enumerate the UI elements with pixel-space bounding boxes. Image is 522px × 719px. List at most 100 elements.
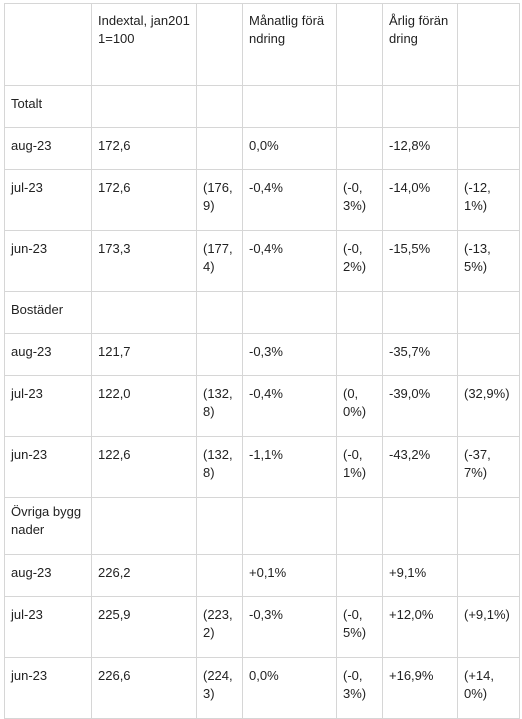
table-cell: 173,3 bbox=[91, 230, 197, 292]
table-cell: -0,4% bbox=[242, 375, 337, 437]
table-cell bbox=[457, 127, 520, 170]
table-row: jul-23 172,6 (176,9) -0,4% (-0,3%) -14,0% (-12… bbox=[4, 169, 520, 231]
empty-cell bbox=[242, 85, 337, 128]
table-cell: 122,6 bbox=[91, 436, 197, 498]
empty-cell bbox=[242, 291, 337, 334]
table-cell: 122,0 bbox=[91, 375, 197, 437]
empty-cell bbox=[91, 291, 197, 334]
row-period-cell: jun-23 bbox=[4, 436, 92, 498]
empty-cell bbox=[457, 291, 520, 334]
table-row: jun-23 122,6 (132,8) -1,1% (-0,1%) -43,2% (-37… bbox=[4, 436, 520, 498]
empty-cell bbox=[457, 497, 520, 555]
header-cell-empty bbox=[4, 3, 92, 86]
section-header-row: Totalt bbox=[4, 85, 520, 128]
header-cell-index: Indextal, jan2011=100 bbox=[91, 3, 197, 86]
empty-cell bbox=[242, 497, 337, 555]
table-cell: -15,5% bbox=[382, 230, 458, 292]
table-cell: (-13,5%) bbox=[457, 230, 520, 292]
empty-cell bbox=[382, 497, 458, 555]
table-cell bbox=[196, 333, 243, 376]
header-cell-monthly-prev bbox=[336, 3, 383, 86]
table-cell: 225,9 bbox=[91, 596, 197, 658]
table-cell: (-12,1%) bbox=[457, 169, 520, 231]
empty-cell bbox=[382, 291, 458, 334]
table-cell: +16,9% bbox=[382, 657, 458, 719]
table-cell: 226,2 bbox=[91, 554, 197, 597]
table-cell: (-37,7%) bbox=[457, 436, 520, 498]
header-cell-annual-change: Årlig förändring bbox=[382, 3, 458, 86]
empty-cell bbox=[457, 85, 520, 128]
empty-cell bbox=[196, 291, 243, 334]
table-cell bbox=[336, 333, 383, 376]
row-period-cell: aug-23 bbox=[4, 333, 92, 376]
table-cell: 172,6 bbox=[91, 169, 197, 231]
table-cell bbox=[196, 554, 243, 597]
table-row: jul-23 122,0 (132,8) -0,4% (0,0%) -39,0% (32,9… bbox=[4, 375, 520, 437]
section-title: Övriga byggnader bbox=[4, 497, 92, 555]
table-cell bbox=[196, 127, 243, 170]
table-row: aug-23 226,2 +0,1% +9,1% bbox=[4, 554, 520, 597]
empty-cell bbox=[196, 85, 243, 128]
table-cell: 0,0% bbox=[242, 657, 337, 719]
row-period-cell: jul-23 bbox=[4, 169, 92, 231]
table-cell: 0,0% bbox=[242, 127, 337, 170]
table-cell: -43,2% bbox=[382, 436, 458, 498]
table-cell bbox=[336, 127, 383, 170]
table-cell: (+14,0%) bbox=[457, 657, 520, 719]
table-cell: (132,8) bbox=[196, 375, 243, 437]
header-row: Indextal, jan2011=100 Månatlig förändrin… bbox=[4, 3, 520, 86]
empty-cell bbox=[91, 497, 197, 555]
empty-cell bbox=[336, 85, 383, 128]
empty-cell bbox=[91, 85, 197, 128]
table-row: jul-23 225,9 (223,2) -0,3% (-0,5%) +12,0% (+9,… bbox=[4, 596, 520, 658]
table-cell: +12,0% bbox=[382, 596, 458, 658]
price-index-table: Indextal, jan2011=100 Månatlig förändrin… bbox=[4, 3, 520, 719]
empty-cell bbox=[196, 497, 243, 555]
row-period-cell: aug-23 bbox=[4, 127, 92, 170]
table-cell: (132,8) bbox=[196, 436, 243, 498]
table-cell: 226,6 bbox=[91, 657, 197, 719]
table-cell: -0,3% bbox=[242, 333, 337, 376]
table-row: jun-23 226,6 (224,3) 0,0% (-0,3%) +16,9% (+14,… bbox=[4, 657, 520, 719]
section-title: Bostäder bbox=[4, 291, 92, 334]
table-cell: -39,0% bbox=[382, 375, 458, 437]
table-body: Indextal, jan2011=100 Månatlig förändrin… bbox=[4, 3, 520, 719]
row-period-cell: jun-23 bbox=[4, 657, 92, 719]
header-cell-monthly-change: Månatlig förändring bbox=[242, 3, 337, 86]
table-cell: (-0,3%) bbox=[336, 657, 383, 719]
table-cell bbox=[457, 554, 520, 597]
table-cell: (-0,3%) bbox=[336, 169, 383, 231]
table-cell: -1,1% bbox=[242, 436, 337, 498]
row-period-cell: jul-23 bbox=[4, 596, 92, 658]
table-cell: -14,0% bbox=[382, 169, 458, 231]
section-title: Totalt bbox=[4, 85, 92, 128]
table-cell: -0,4% bbox=[242, 169, 337, 231]
table-cell: (-0,2%) bbox=[336, 230, 383, 292]
row-period-cell: jul-23 bbox=[4, 375, 92, 437]
header-cell-index-prev bbox=[196, 3, 243, 86]
table-cell: (224,3) bbox=[196, 657, 243, 719]
empty-cell bbox=[382, 85, 458, 128]
table-row: aug-23 172,6 0,0% -12,8% bbox=[4, 127, 520, 170]
table-cell: (223,2) bbox=[196, 596, 243, 658]
table-cell: -35,7% bbox=[382, 333, 458, 376]
row-period-cell: aug-23 bbox=[4, 554, 92, 597]
table-cell: 172,6 bbox=[91, 127, 197, 170]
table-cell: (-0,1%) bbox=[336, 436, 383, 498]
table-cell: (0,0%) bbox=[336, 375, 383, 437]
section-header-row: Bostäder bbox=[4, 291, 520, 334]
table-cell bbox=[457, 333, 520, 376]
table-cell: +9,1% bbox=[382, 554, 458, 597]
table-cell: -12,8% bbox=[382, 127, 458, 170]
header-cell-annual-prev bbox=[457, 3, 520, 86]
table-cell: (176,9) bbox=[196, 169, 243, 231]
table-cell: -0,3% bbox=[242, 596, 337, 658]
empty-cell bbox=[336, 497, 383, 555]
section-header-row: Övriga byggnader bbox=[4, 497, 520, 555]
empty-cell bbox=[336, 291, 383, 334]
table-cell: 121,7 bbox=[91, 333, 197, 376]
table-cell: +0,1% bbox=[242, 554, 337, 597]
table-cell: -0,4% bbox=[242, 230, 337, 292]
table-cell bbox=[336, 554, 383, 597]
table-cell: (-0,5%) bbox=[336, 596, 383, 658]
